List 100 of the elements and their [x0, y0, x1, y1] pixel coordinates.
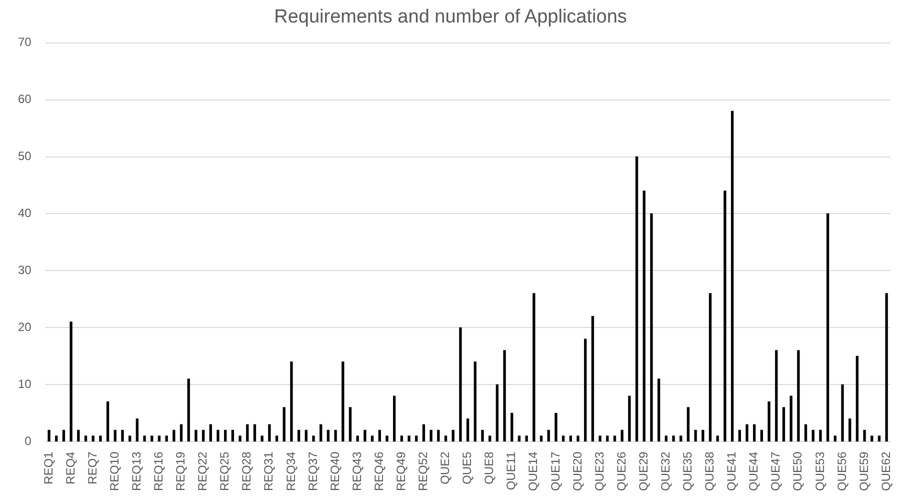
bar — [841, 384, 844, 442]
bar — [620, 430, 624, 442]
bar — [106, 401, 110, 442]
bar — [165, 436, 168, 442]
bar — [158, 436, 161, 442]
bar — [738, 430, 741, 442]
bar — [782, 407, 786, 442]
bar — [613, 436, 616, 442]
bar — [635, 156, 638, 442]
bar — [459, 327, 462, 442]
bar — [650, 213, 653, 442]
x-tick-label: REQ22 — [196, 451, 210, 492]
x-tick-label: QUE11 — [504, 451, 518, 490]
bar — [672, 436, 675, 442]
bar — [584, 338, 587, 442]
chart-title: Requirements and number of Applications — [274, 6, 627, 28]
bar — [797, 350, 800, 442]
bar — [819, 430, 822, 442]
bar — [885, 293, 888, 442]
bar — [657, 378, 660, 442]
x-tick-label: QUE32 — [658, 451, 672, 492]
bar — [187, 378, 190, 442]
bar — [415, 436, 418, 442]
bar — [488, 436, 492, 442]
x-tick-label: REQ16 — [152, 451, 166, 492]
bar — [386, 436, 388, 442]
bar — [342, 362, 344, 442]
bar — [77, 430, 80, 442]
x-tick-label: REQ43 — [350, 451, 364, 492]
bar — [400, 436, 404, 442]
x-tick-label: QUE56 — [834, 451, 849, 492]
bar — [128, 436, 132, 442]
x-tick-label: QUE62 — [878, 451, 893, 492]
bar — [246, 424, 249, 442]
bar — [70, 322, 72, 442]
bar — [194, 430, 198, 442]
bar — [870, 436, 874, 442]
x-tick-label: REQ46 — [372, 451, 386, 492]
x-tick-label: QUE59 — [856, 451, 871, 492]
bar — [680, 436, 682, 442]
bar — [863, 430, 866, 442]
bar — [642, 190, 646, 442]
bar — [282, 407, 286, 442]
bar — [334, 430, 337, 442]
bar — [320, 424, 322, 442]
bar — [716, 436, 719, 442]
bar — [510, 412, 514, 442]
y-tick-label: 70 — [18, 35, 32, 50]
bar — [209, 424, 212, 442]
x-tick-label: REQ52 — [416, 451, 430, 492]
bar — [356, 436, 359, 442]
bar — [180, 424, 183, 442]
x-tick-label: QUE47 — [768, 451, 783, 492]
bar — [724, 190, 726, 442]
x-tick-label: QUE53 — [812, 451, 827, 492]
bar — [143, 436, 146, 442]
bar — [694, 430, 697, 442]
x-tick-label: QUE41 — [724, 451, 739, 492]
bar — [452, 430, 454, 442]
bar — [768, 401, 770, 442]
bar — [92, 436, 94, 442]
x-tick-label: QUE8 — [482, 451, 496, 484]
bar — [540, 436, 543, 442]
bar — [312, 436, 315, 442]
bar — [150, 436, 154, 442]
bar — [532, 293, 536, 442]
bar — [378, 430, 381, 442]
x-tick-label: REQ25 — [218, 451, 232, 492]
x-tick-label: QUE20 — [570, 451, 584, 492]
bar — [422, 424, 426, 442]
bar — [848, 418, 852, 442]
bar — [812, 430, 814, 442]
x-tick-label: QUE29 — [636, 451, 650, 492]
bar — [430, 430, 432, 442]
x-tick-label: REQ37 — [306, 451, 320, 492]
bar — [62, 430, 66, 442]
bar — [444, 436, 448, 442]
x-tick-label: REQ13 — [129, 451, 144, 492]
x-tick-label: REQ1 — [41, 451, 56, 484]
x-tick-label: REQ40 — [328, 451, 342, 492]
x-tick-label: REQ7 — [85, 451, 100, 484]
bar — [48, 430, 50, 442]
x-tick-label: REQ49 — [394, 451, 408, 492]
x-tick-label: REQ31 — [262, 451, 276, 492]
bar — [753, 424, 756, 442]
y-tick-label: 10 — [18, 376, 32, 391]
bar — [364, 430, 366, 442]
bar — [562, 436, 565, 442]
x-tick-label: QUE5 — [460, 451, 474, 484]
bar — [760, 430, 764, 442]
bar — [393, 396, 396, 442]
x-tick-label: REQ28 — [240, 451, 254, 492]
bar — [437, 430, 440, 442]
x-tick-label: QUE2 — [438, 451, 452, 484]
bar — [856, 356, 859, 442]
bar — [598, 436, 602, 442]
bar — [290, 362, 293, 442]
bar — [297, 430, 300, 442]
bar — [547, 430, 550, 442]
bar — [804, 424, 808, 442]
